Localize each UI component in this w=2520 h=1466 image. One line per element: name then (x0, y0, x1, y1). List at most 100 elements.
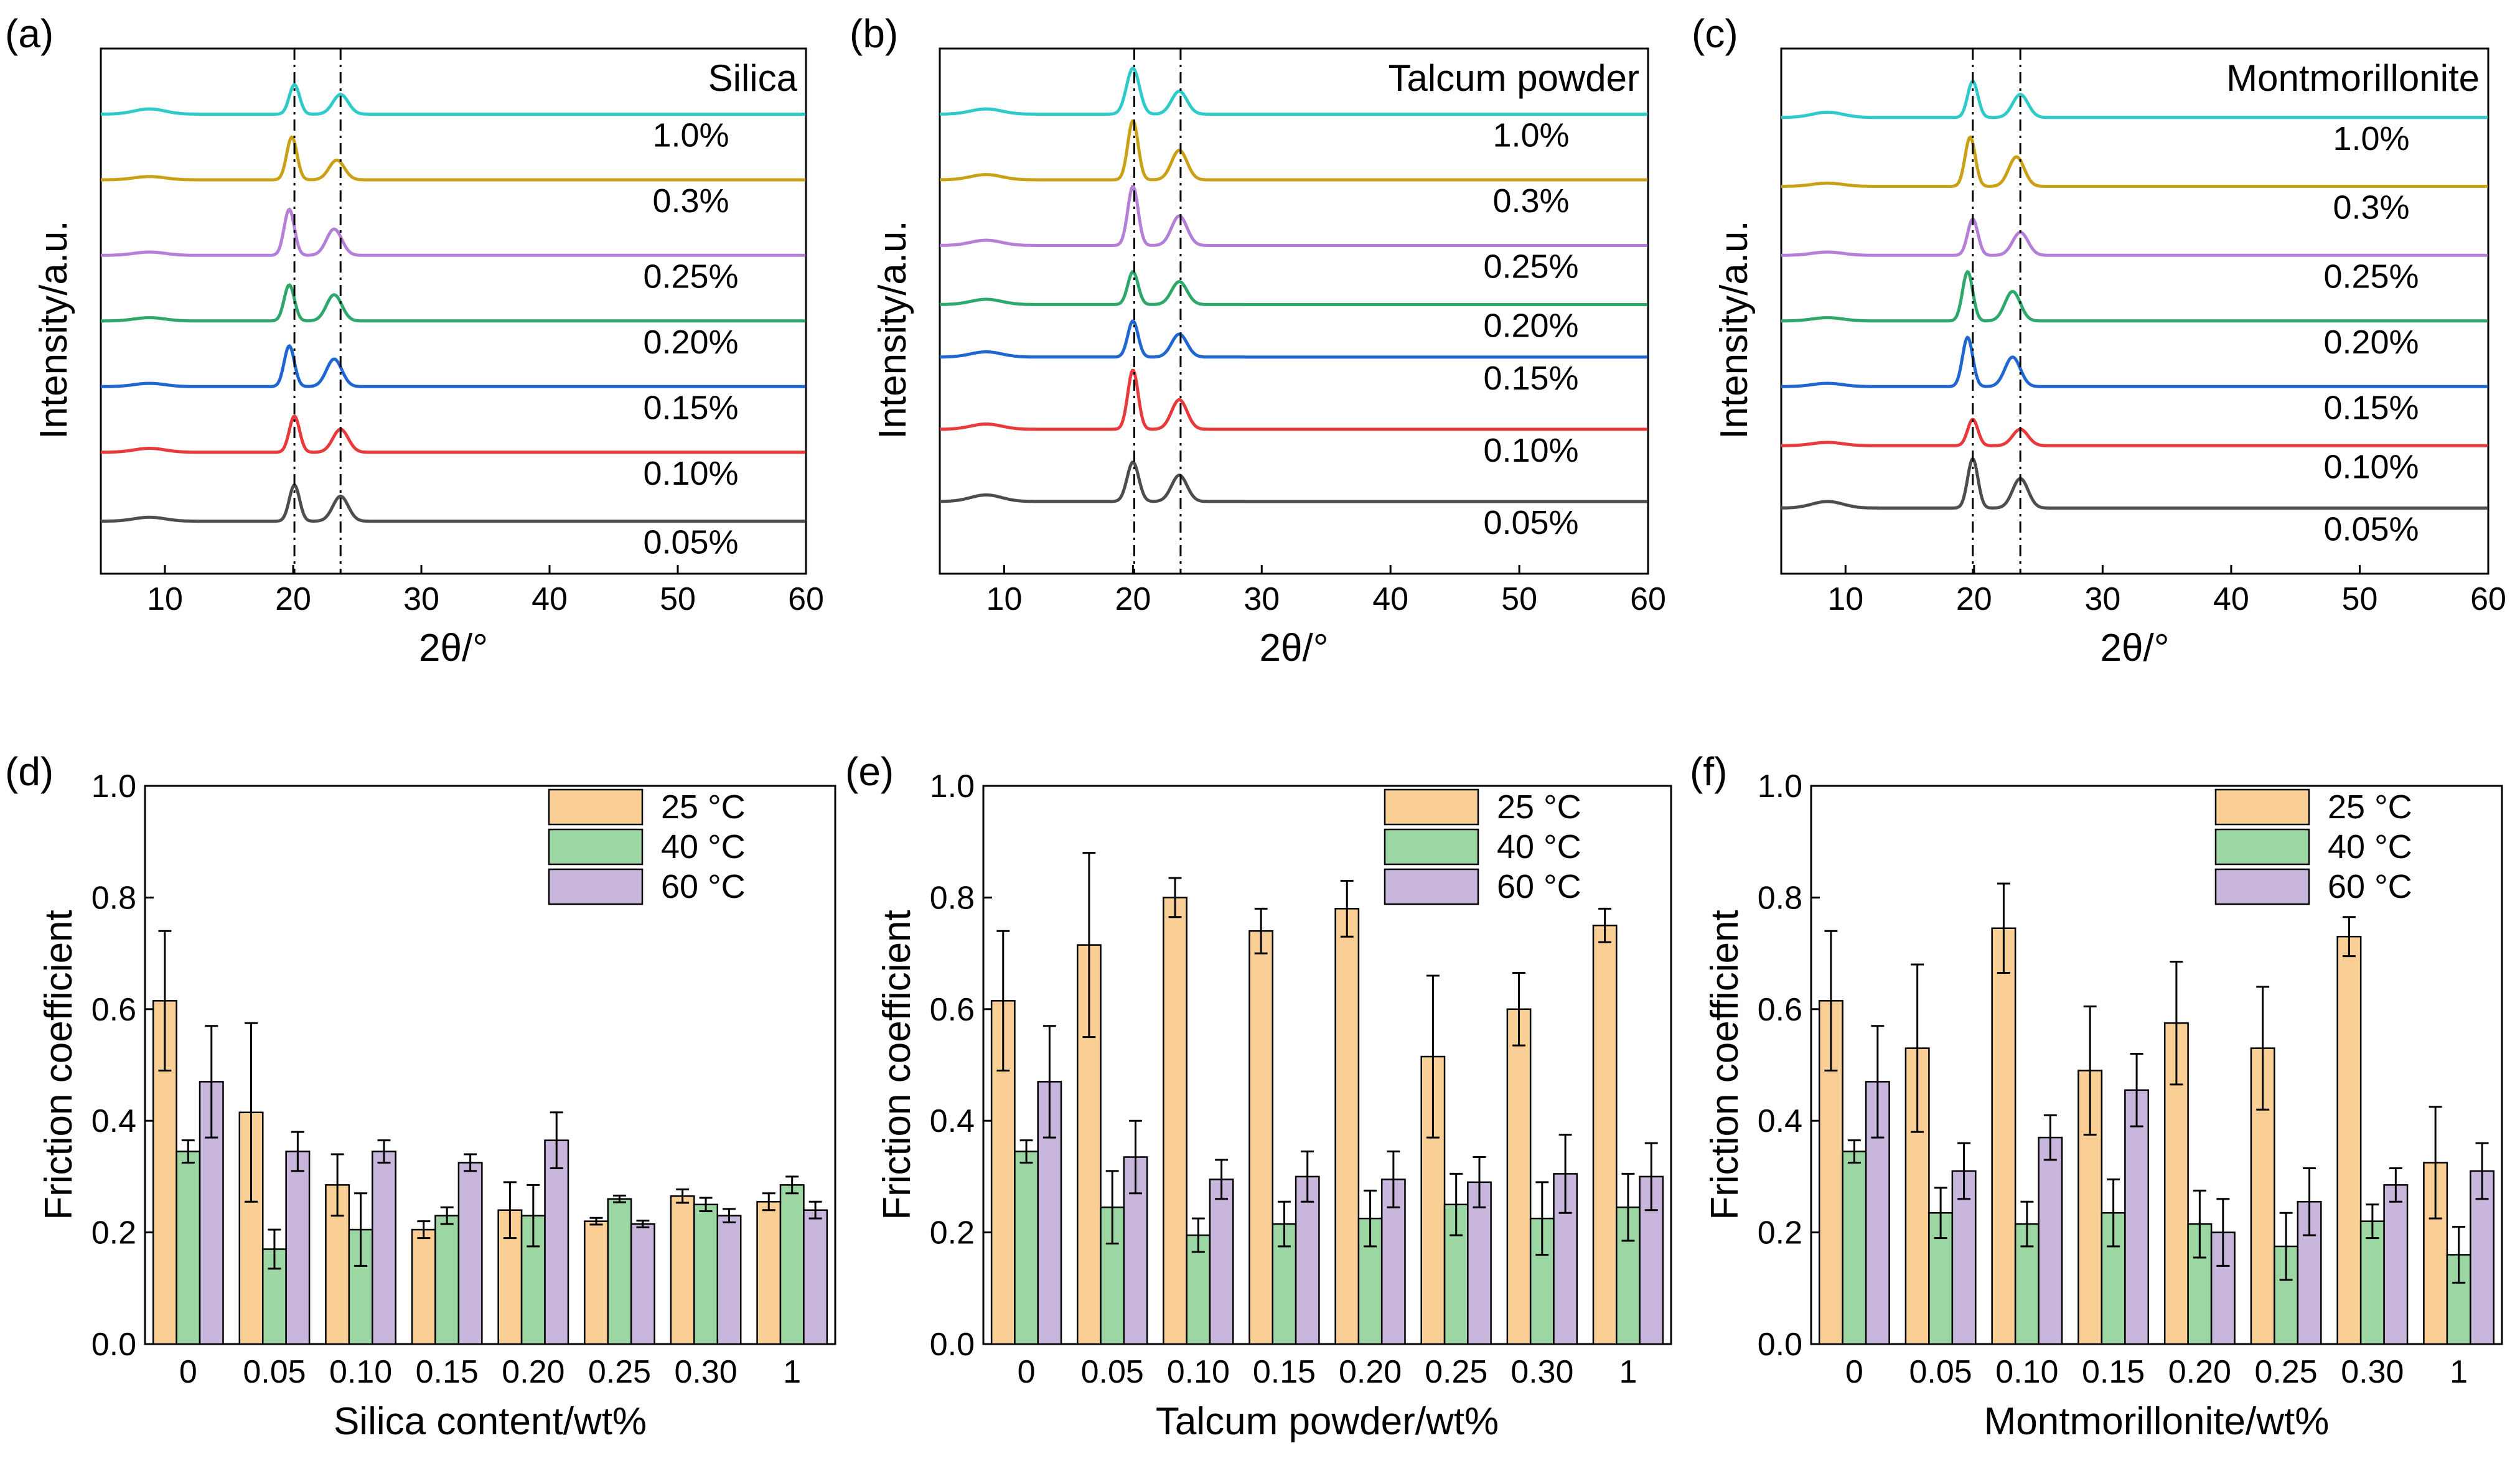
legend-swatch (1384, 868, 1479, 905)
xrd-line-0.25% (940, 185, 1648, 247)
bar-40 °C-0 (1014, 1151, 1039, 1345)
bar-25 °C-0.15 (1248, 930, 1274, 1345)
xrd-panel-c: (c) 0.05% 0.10% 0.15% 0.20% 0.25% 0.3% 1.0% 10 20… (1692, 11, 2506, 670)
x-tick-label: 10 (986, 581, 1023, 617)
bar-60 °C-0.25 (630, 1223, 655, 1345)
x-tick-label: 0.10 (1167, 1354, 1230, 1390)
xrd-line-0.3% (1781, 135, 2488, 188)
y-tick-label: 0.8 (1758, 880, 1802, 916)
legend-swatch (1384, 788, 1479, 826)
y-tick-label: 0.0 (1758, 1327, 1802, 1363)
x-tick-label: 20 (1956, 581, 1992, 617)
legend-label: 60 °C (2328, 868, 2412, 905)
y-tick-label: 0.0 (930, 1327, 975, 1363)
bar-25 °C-0.30 (670, 1195, 695, 1345)
y-axis-label: Intensity/a.u. (32, 220, 75, 439)
xrd-line-0.25% (1781, 217, 2488, 257)
x-tick-label: 0.30 (674, 1354, 737, 1390)
x-tick-label: 50 (660, 581, 696, 617)
y-tick-label: 0.2 (1758, 1215, 1802, 1251)
series-label: 0.20% (1483, 307, 1578, 344)
bar-60 °C-0.10 (2038, 1136, 2063, 1345)
legend-label: 40 °C (1497, 828, 1581, 866)
y-tick-label: 0.0 (91, 1327, 136, 1363)
legend-swatch (1384, 828, 1479, 866)
friction-panel-f: (f) 0.0 0.2 0.4 0.6 0.8 1.0 0 0.05 0.10 0.15 0.20 0.… (1690, 749, 2503, 1443)
x-axis-label: Silica content/wt% (334, 1400, 647, 1443)
bar-25 °C-0.30 (1506, 1008, 1532, 1345)
series-label: 0.20% (2323, 324, 2419, 361)
legend-label: 25 °C (661, 788, 746, 826)
panel-label: (b) (850, 11, 898, 56)
x-tick-label: 20 (275, 581, 311, 617)
legend-label: 60 °C (661, 868, 746, 905)
x-tick-label: 0 (1018, 1354, 1036, 1390)
y-tick-label: 0.6 (1758, 992, 1802, 1028)
legend-swatch (548, 788, 644, 826)
bar-40 °C-1 (779, 1184, 805, 1345)
legend-swatch (2214, 788, 2310, 826)
x-tick-label: 0.05 (243, 1354, 306, 1390)
x-axis-label: 2θ/° (2101, 627, 2170, 670)
xrd-panel-a: (a) 0.05% 0.10% 0.15% 0.20% 0.25% 0.3% 1.0% 10 20… (5, 11, 824, 670)
x-axis-label: Talcum powder/wt% (1156, 1400, 1499, 1443)
panel-label: (e) (845, 749, 894, 794)
x-tick-label: 1 (783, 1354, 801, 1390)
y-tick-label: 0.4 (930, 1103, 975, 1139)
legend-swatch (548, 868, 644, 905)
x-tick-label: 30 (2084, 581, 2120, 617)
panel-title: Montmorillonite (2226, 57, 2480, 99)
series-label: 0.15% (1483, 360, 1578, 397)
bar-25 °C-0.30 (2336, 935, 2362, 1345)
xrd-line-1.0% (101, 83, 806, 116)
series-label: 0.25% (2323, 258, 2419, 295)
series-label: 0.05% (643, 524, 738, 561)
bar-40 °C-0 (176, 1151, 201, 1345)
x-tick-label: 0.10 (1995, 1354, 2058, 1390)
plot-frame (939, 47, 1649, 575)
x-tick-label: 10 (1827, 581, 1863, 617)
series-label: 0.15% (643, 389, 738, 426)
legend-label: 60 °C (1497, 868, 1581, 905)
y-axis-label: Intensity/a.u. (871, 220, 914, 439)
series-label: 0.3% (652, 182, 729, 220)
x-tick-label: 0.25 (588, 1354, 651, 1390)
x-tick-label: 0.10 (329, 1354, 392, 1390)
bar-25 °C-1 (1592, 925, 1618, 1345)
x-tick-label: 30 (403, 581, 439, 617)
x-tick-label: 40 (532, 581, 568, 617)
x-axis-label: 2θ/° (1260, 627, 1329, 670)
bar-60 °C-0.30 (2383, 1184, 2409, 1345)
xrd-line-0.10% (1781, 418, 2488, 447)
series-label: 0.3% (1492, 182, 1569, 220)
bar-60 °C-0.05 (1951, 1170, 1977, 1345)
y-axis-label: Friction coefficient (37, 910, 80, 1220)
y-tick-label: 0.2 (930, 1215, 975, 1251)
xrd-line-0.05% (100, 483, 806, 523)
xrd-panel-b: (b) 0.05% 0.10% 0.15% 0.20% 0.25% 0.3% 1.0% 10 20… (850, 11, 1666, 670)
y-tick-label: 1.0 (930, 768, 975, 805)
y-axis-label: Friction coefficient (876, 910, 919, 1220)
series-label: 0.10% (643, 455, 738, 492)
xrd-line-0.20% (1781, 269, 2488, 323)
bar-25 °C-0.20 (1334, 908, 1360, 1345)
x-tick-label: 50 (2342, 581, 2378, 617)
xrd-line-0.20% (101, 283, 806, 323)
x-tick-label: 30 (1244, 581, 1280, 617)
bar-60 °C-0.20 (544, 1139, 569, 1345)
legend-swatch (2214, 868, 2310, 905)
x-axis-label: 2θ/° (419, 627, 488, 670)
bar-40 °C-0.30 (2359, 1220, 2385, 1345)
x-tick-label: 1 (1619, 1354, 1637, 1390)
series-label: 1.0% (652, 117, 729, 154)
y-tick-label: 1.0 (91, 768, 136, 805)
legend-swatch (548, 828, 644, 866)
bar-25 °C-0.25 (584, 1220, 609, 1345)
bar-60 °C-0.25 (1467, 1181, 1492, 1345)
friction-panel-e: (e) 0.0 0.2 0.4 0.6 0.8 1.0 0 0.05 0.10 0.15 0.20 0.… (845, 749, 1672, 1443)
x-tick-label: 0.05 (1909, 1354, 1972, 1390)
x-tick-label: 0.30 (2341, 1354, 2404, 1390)
x-tick-label: 0.30 (1511, 1354, 1573, 1390)
series-label: 0.25% (643, 258, 738, 295)
bar-25 °C-0.10 (1991, 927, 2016, 1345)
